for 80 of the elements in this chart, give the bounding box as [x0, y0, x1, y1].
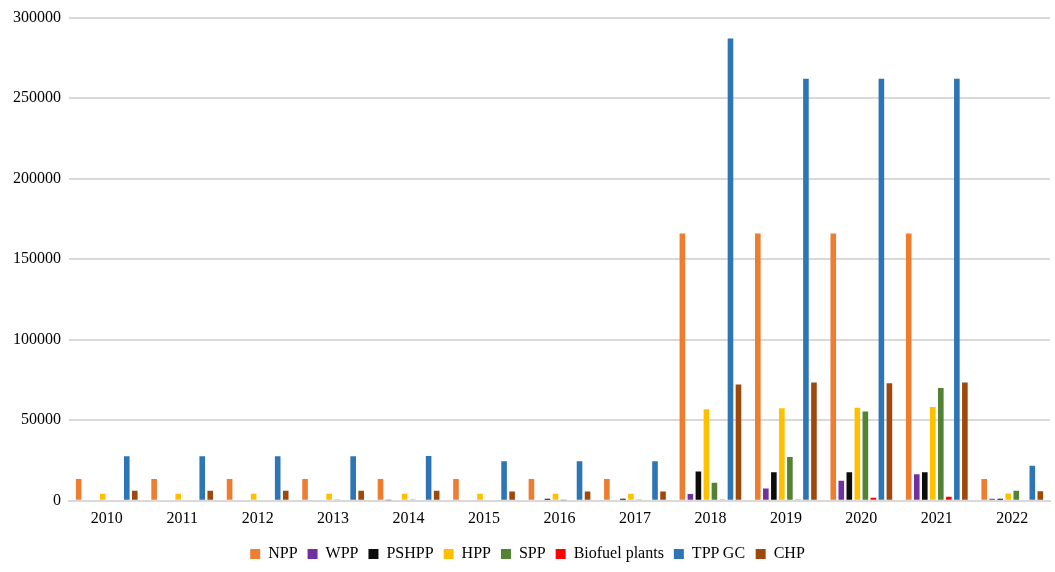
- x-tick-label: 2010: [90, 508, 123, 526]
- bar: [929, 407, 936, 500]
- bar: [803, 78, 809, 500]
- bar: [199, 456, 206, 500]
- bar: [604, 479, 610, 500]
- bar: [131, 490, 138, 500]
- x-tick-label: 2014: [392, 508, 425, 526]
- x-tick-label: 2022: [996, 508, 1029, 526]
- bar: [99, 493, 106, 500]
- bar: [862, 411, 869, 500]
- bar: [846, 472, 853, 500]
- bar: [477, 493, 483, 500]
- x-tick-label: 2016: [543, 508, 576, 526]
- x-tick-label: 2020: [845, 508, 878, 526]
- bar: [787, 456, 793, 500]
- bar: [274, 456, 281, 500]
- legend-label: Biofuel plants: [573, 544, 664, 563]
- bar: [576, 461, 583, 500]
- bar: [652, 461, 658, 500]
- bar: [938, 388, 944, 500]
- bar: [528, 479, 535, 500]
- x-tick-label: 2012: [241, 508, 274, 526]
- bar: [755, 233, 761, 500]
- bar: [981, 479, 988, 500]
- bar: [175, 493, 181, 500]
- y-tick-label: 50000: [21, 410, 61, 428]
- bar: [660, 491, 666, 500]
- bar: [377, 479, 384, 500]
- bar: [779, 408, 785, 500]
- y-tick-label: 250000: [13, 88, 61, 106]
- bar: [703, 409, 710, 500]
- y-tick-label: 200000: [13, 168, 61, 186]
- bar: [302, 479, 308, 500]
- legend-label: WPP: [325, 544, 359, 562]
- bar: [946, 496, 952, 500]
- bar: [913, 474, 920, 500]
- bar: [1037, 491, 1044, 500]
- bar: [350, 456, 356, 500]
- y-tick-label: 0: [53, 491, 61, 508]
- x-tick-label: 2015: [468, 508, 501, 526]
- bar: [282, 490, 289, 500]
- bar: [358, 490, 364, 500]
- legend-label: NPP: [268, 544, 298, 562]
- legend-label: CHP: [773, 544, 805, 562]
- bar: [226, 479, 233, 500]
- bar: [1005, 493, 1012, 500]
- bar: [123, 456, 130, 500]
- bar: [771, 472, 777, 500]
- legend-label: HPP: [461, 544, 492, 562]
- x-tick-label: 2019: [769, 508, 802, 526]
- bar: [1013, 490, 1020, 500]
- bar: [151, 479, 157, 500]
- bar: [954, 78, 960, 500]
- bar: [687, 494, 694, 500]
- bar: [75, 479, 82, 500]
- bar: [207, 490, 214, 500]
- bar: [763, 488, 769, 500]
- x-tick-label: 2018: [694, 508, 727, 526]
- y-tick-label: 300000: [13, 7, 61, 25]
- y-tick-label: 100000: [13, 329, 61, 347]
- x-tick-label: 2011: [166, 508, 198, 526]
- x-tick-label: 2017: [618, 508, 651, 526]
- x-tick-label: 2021: [920, 508, 953, 526]
- x-tick-label: 2013: [317, 508, 350, 526]
- bar: [326, 493, 332, 500]
- bar: [830, 233, 837, 500]
- bar: [921, 472, 928, 500]
- bar: [962, 382, 968, 500]
- legend-label: PSHPP: [386, 544, 434, 562]
- bar: [905, 233, 912, 500]
- bar: [838, 480, 845, 500]
- bar: [501, 461, 507, 500]
- legend-label: SPP: [518, 544, 546, 562]
- bar: [628, 493, 634, 500]
- y-tick-label: 150000: [13, 249, 61, 267]
- bar: [695, 471, 702, 500]
- legend-label: TPP GC: [691, 544, 746, 562]
- bar: [453, 479, 459, 500]
- bar: [811, 382, 817, 500]
- bar: [509, 491, 515, 500]
